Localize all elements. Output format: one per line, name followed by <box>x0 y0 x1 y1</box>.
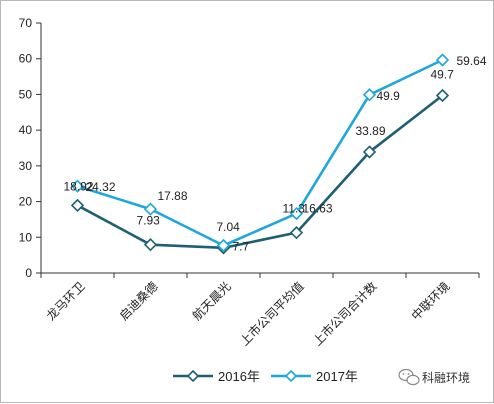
legend-swatch-marker <box>284 369 298 383</box>
data-point <box>362 145 377 159</box>
series-line <box>76 94 444 250</box>
data-label: 11.3 <box>283 202 306 216</box>
data-point <box>70 198 85 213</box>
data-point <box>289 206 304 221</box>
y-tick-label: 0 <box>25 266 32 280</box>
data-label: 33.89 <box>356 124 386 138</box>
y-tick-label: 10 <box>19 230 33 244</box>
data-point <box>435 88 450 103</box>
legend: 2016年 2017年 <box>173 369 358 384</box>
data-point <box>216 238 231 253</box>
y-axis-ticks: 0 10 20 30 40 50 60 70 <box>19 16 41 280</box>
data-point <box>70 179 85 193</box>
x-tick-label: 上市公司合计数 <box>310 279 380 349</box>
legend-label: 2016年 <box>218 369 260 384</box>
x-tick-label: 上市公司平均值 <box>237 279 307 349</box>
legend-swatch-marker <box>186 369 200 383</box>
data-label: 24.32 <box>86 180 116 194</box>
series-line <box>77 58 444 247</box>
y-tick-label: 20 <box>19 195 33 209</box>
data-label: 7.93 <box>137 214 161 228</box>
x-axis-ticks: 龙马环卫 启迪桑德 航天晨光 上市公司平均值 上市公司合计数 中联环境 <box>40 273 480 349</box>
data-point <box>289 226 304 240</box>
data-labels: 18.92 7.93 7.04 11.3 33.89 49.7 24.32 17.88 7.7 1… <box>64 54 487 254</box>
data-label: 59.64 <box>457 54 487 68</box>
data-label: 49.9 <box>377 89 401 103</box>
watermark: 科融环境 <box>398 368 470 386</box>
y-tick-label: 60 <box>19 52 33 66</box>
legend-label: 2017年 <box>316 369 358 384</box>
data-label: 17.88 <box>158 189 188 203</box>
y-tick-label: 40 <box>19 123 33 137</box>
y-tick-label: 70 <box>19 16 33 30</box>
data-label: 7.04 <box>217 220 241 234</box>
x-tick-label: 航天晨光 <box>189 279 234 324</box>
data-point <box>435 53 450 67</box>
data-label: 49.7 <box>431 68 455 82</box>
y-tick-label: 50 <box>19 87 33 101</box>
x-tick-label: 中联环境 <box>408 279 453 324</box>
wechat-icon <box>398 368 420 386</box>
data-label: 7.7 <box>233 240 250 254</box>
data-point <box>143 202 158 216</box>
axes <box>40 23 479 274</box>
watermark-text: 科融环境 <box>422 370 470 385</box>
data-point <box>362 88 377 102</box>
data-label: 16.63 <box>303 202 333 216</box>
data-point <box>143 238 158 252</box>
x-tick-label: 龙马环卫 <box>44 279 88 323</box>
series-layer <box>70 53 450 255</box>
x-tick-label: 启迪桑德 <box>116 279 161 324</box>
data-label: 18.92 <box>64 179 94 193</box>
y-tick-label: 30 <box>19 159 33 173</box>
